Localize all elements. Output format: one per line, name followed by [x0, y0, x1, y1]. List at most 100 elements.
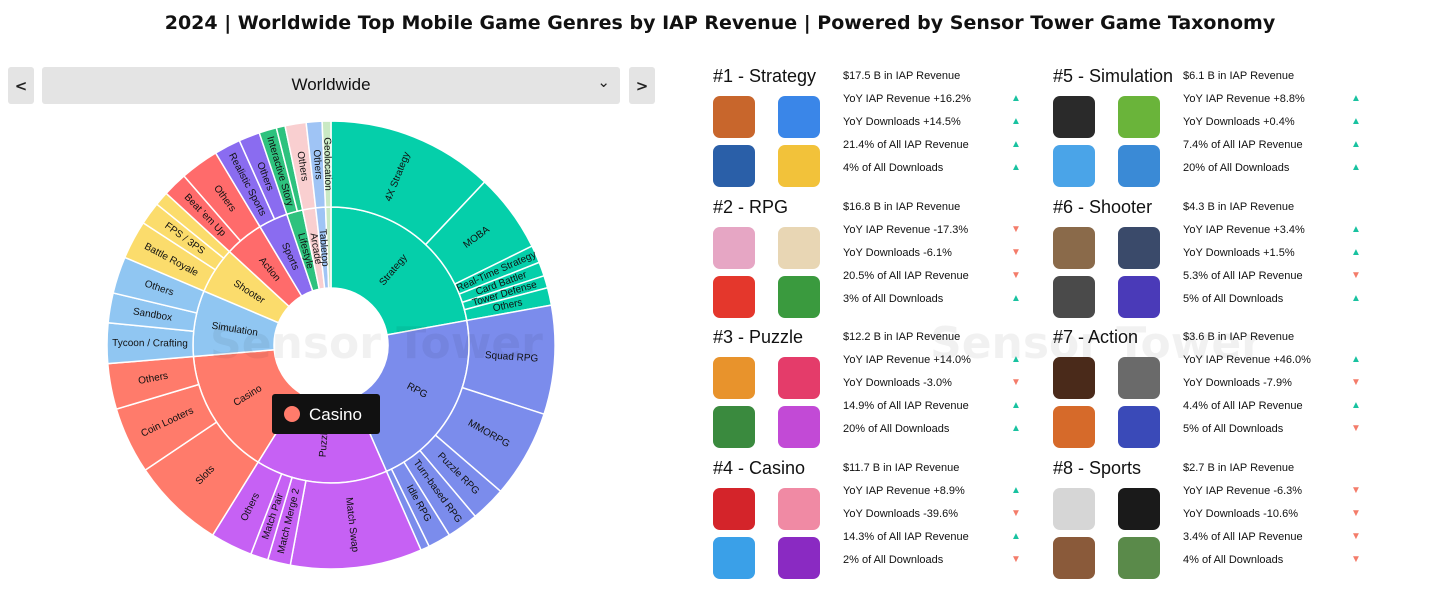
genre-stat-row: 3% of All Downloads ▲ [843, 293, 1023, 316]
sunburst-outer-other-geolocation[interactable] [321, 120, 332, 208]
trend-up-icon: ▲ [1351, 224, 1361, 235]
genre-stat-row: YoY Downloads -3.0% ▼ [843, 377, 1023, 400]
game-icons [1053, 357, 1163, 449]
genre-stat-row: YoY Downloads +1.5% ▲ [1183, 247, 1363, 270]
game-app-icon[interactable] [1053, 145, 1095, 187]
game-app-icon[interactable] [713, 227, 755, 269]
genre-stat-row: YoY IAP Revenue +46.0% ▲ [1183, 354, 1363, 377]
game-app-icon[interactable] [778, 96, 820, 138]
region-select[interactable]: Worldwide ⌄ [42, 67, 620, 104]
game-app-icon[interactable] [1118, 357, 1160, 399]
game-app-icon[interactable] [1053, 276, 1095, 318]
genre-revenue: $4.3 B in IAP Revenue [1183, 201, 1295, 213]
trend-down-icon: ▼ [1351, 377, 1361, 388]
game-app-icon[interactable] [713, 145, 755, 187]
genre-revenue: $2.7 B in IAP Revenue [1183, 462, 1295, 474]
game-app-icon[interactable] [1118, 406, 1160, 448]
genre-revenue: $6.1 B in IAP Revenue [1183, 70, 1295, 82]
trend-down-icon: ▼ [1351, 270, 1361, 281]
game-app-icon[interactable] [778, 357, 820, 399]
game-icons [713, 357, 823, 449]
game-app-icon[interactable] [713, 357, 755, 399]
region-select-value: Worldwide [291, 75, 371, 94]
genre-stat-text: YoY Downloads +14.5% [843, 116, 961, 128]
game-app-icon[interactable] [713, 537, 755, 579]
game-app-icon[interactable] [1118, 227, 1160, 269]
trend-up-icon: ▲ [1351, 247, 1361, 258]
trend-up-icon: ▲ [1351, 354, 1361, 365]
sunburst-chart: StrategyRPGPuzzleCasinoSimulationShooter… [106, 120, 556, 570]
genre-card: #2 - RPG $16.8 B in IAP Revenue YoY IAP Re… [713, 197, 1021, 327]
game-app-icon[interactable] [713, 96, 755, 138]
genre-stats: YoY IAP Revenue -6.3% ▼ YoY Downloads -10.… [1183, 485, 1363, 577]
game-app-icon[interactable] [713, 406, 755, 448]
trend-up-icon: ▲ [1011, 400, 1021, 411]
game-app-icon[interactable] [1118, 488, 1160, 530]
genre-stats: YoY IAP Revenue -17.3% ▼ YoY Downloads -6.… [843, 224, 1023, 316]
game-app-icon[interactable] [1053, 227, 1095, 269]
genre-revenue: $11.7 B in IAP Revenue [843, 462, 960, 474]
game-app-icon[interactable] [1053, 488, 1095, 530]
genre-stat-text: 7.4% of All IAP Revenue [1183, 139, 1303, 151]
genre-stat-row: YoY Downloads +14.5% ▲ [843, 116, 1023, 139]
game-app-icon[interactable] [713, 276, 755, 318]
genre-stat-text: 4% of All Downloads [843, 162, 944, 174]
game-app-icon[interactable] [1118, 145, 1160, 187]
genre-stat-row: 5.3% of All IAP Revenue ▼ [1183, 270, 1363, 293]
chart-title: 2024 | Worldwide Top Mobile Game Genres … [164, 12, 1276, 34]
trend-down-icon: ▼ [1351, 531, 1361, 542]
genre-stats: YoY IAP Revenue +3.4% ▲ YoY Downloads +1.5… [1183, 224, 1363, 316]
genre-title: #2 - RPG [713, 197, 789, 217]
genre-stat-text: 21.4% of All IAP Revenue [843, 139, 969, 151]
genre-stat-text: 5% of All Downloads [1183, 423, 1284, 435]
genre-stat-row: 20% of All Downloads ▲ [843, 423, 1023, 446]
genre-stat-row: YoY Downloads +0.4% ▲ [1183, 116, 1363, 139]
genre-stat-text: YoY IAP Revenue -17.3% [843, 224, 969, 236]
game-app-icon[interactable] [778, 276, 820, 318]
genre-stat-text: 20.5% of All IAP Revenue [843, 270, 969, 282]
outer-label-others: Others [137, 371, 169, 387]
trend-down-icon: ▼ [1011, 270, 1021, 281]
genre-stats: YoY IAP Revenue +16.2% ▲ YoY Downloads +14… [843, 93, 1023, 185]
game-app-icon[interactable] [778, 406, 820, 448]
game-app-icon[interactable] [1118, 276, 1160, 318]
next-region-button[interactable]: > [629, 67, 655, 104]
trend-down-icon: ▼ [1011, 247, 1021, 258]
genre-stat-row: YoY IAP Revenue +14.0% ▲ [843, 354, 1023, 377]
trend-up-icon: ▲ [1351, 93, 1361, 104]
genre-stat-text: YoY IAP Revenue +8.8% [1183, 93, 1305, 105]
game-app-icon[interactable] [778, 227, 820, 269]
genre-card: #1 - Strategy $17.5 B in IAP Revenue YoY I… [713, 66, 1021, 196]
trend-up-icon: ▲ [1011, 423, 1021, 434]
trend-down-icon: ▼ [1351, 554, 1361, 565]
game-app-icon[interactable] [1118, 96, 1160, 138]
tooltip-color-swatch [284, 406, 300, 422]
genre-stat-row: YoY IAP Revenue +8.9% ▲ [843, 485, 1023, 508]
genre-stat-text: YoY IAP Revenue +3.4% [1183, 224, 1305, 236]
game-app-icon[interactable] [1053, 96, 1095, 138]
genre-revenue: $3.6 B in IAP Revenue [1183, 331, 1295, 343]
game-app-icon[interactable] [1053, 357, 1095, 399]
game-app-icon[interactable] [1053, 537, 1095, 579]
game-app-icon[interactable] [778, 145, 820, 187]
genre-stat-text: 20% of All Downloads [1183, 162, 1290, 174]
game-app-icon[interactable] [778, 488, 820, 530]
genre-stats: YoY IAP Revenue +8.8% ▲ YoY Downloads +0.4… [1183, 93, 1363, 185]
genre-stat-row: 7.4% of All IAP Revenue ▲ [1183, 139, 1363, 162]
chart-tooltip: Casino [272, 394, 380, 434]
game-app-icon[interactable] [1053, 406, 1095, 448]
outer-label-geolocation: Geolocation [321, 137, 333, 191]
chevron-down-icon: ⌄ [597, 74, 610, 91]
game-app-icon[interactable] [713, 488, 755, 530]
genre-stat-row: YoY Downloads -7.9% ▼ [1183, 377, 1363, 400]
genre-revenue: $12.2 B in IAP Revenue [843, 331, 961, 343]
genre-title: #4 - Casino [713, 458, 806, 478]
prev-region-button[interactable]: < [8, 67, 34, 104]
game-app-icon[interactable] [1118, 537, 1160, 579]
game-app-icon[interactable] [778, 537, 820, 579]
inner-label-tabletop: Tabletop [317, 229, 331, 268]
game-icons [713, 227, 823, 319]
outer-label-others: Others [311, 149, 324, 180]
tooltip-label: Casino [309, 405, 362, 424]
genre-stat-text: 20% of All Downloads [843, 423, 950, 435]
